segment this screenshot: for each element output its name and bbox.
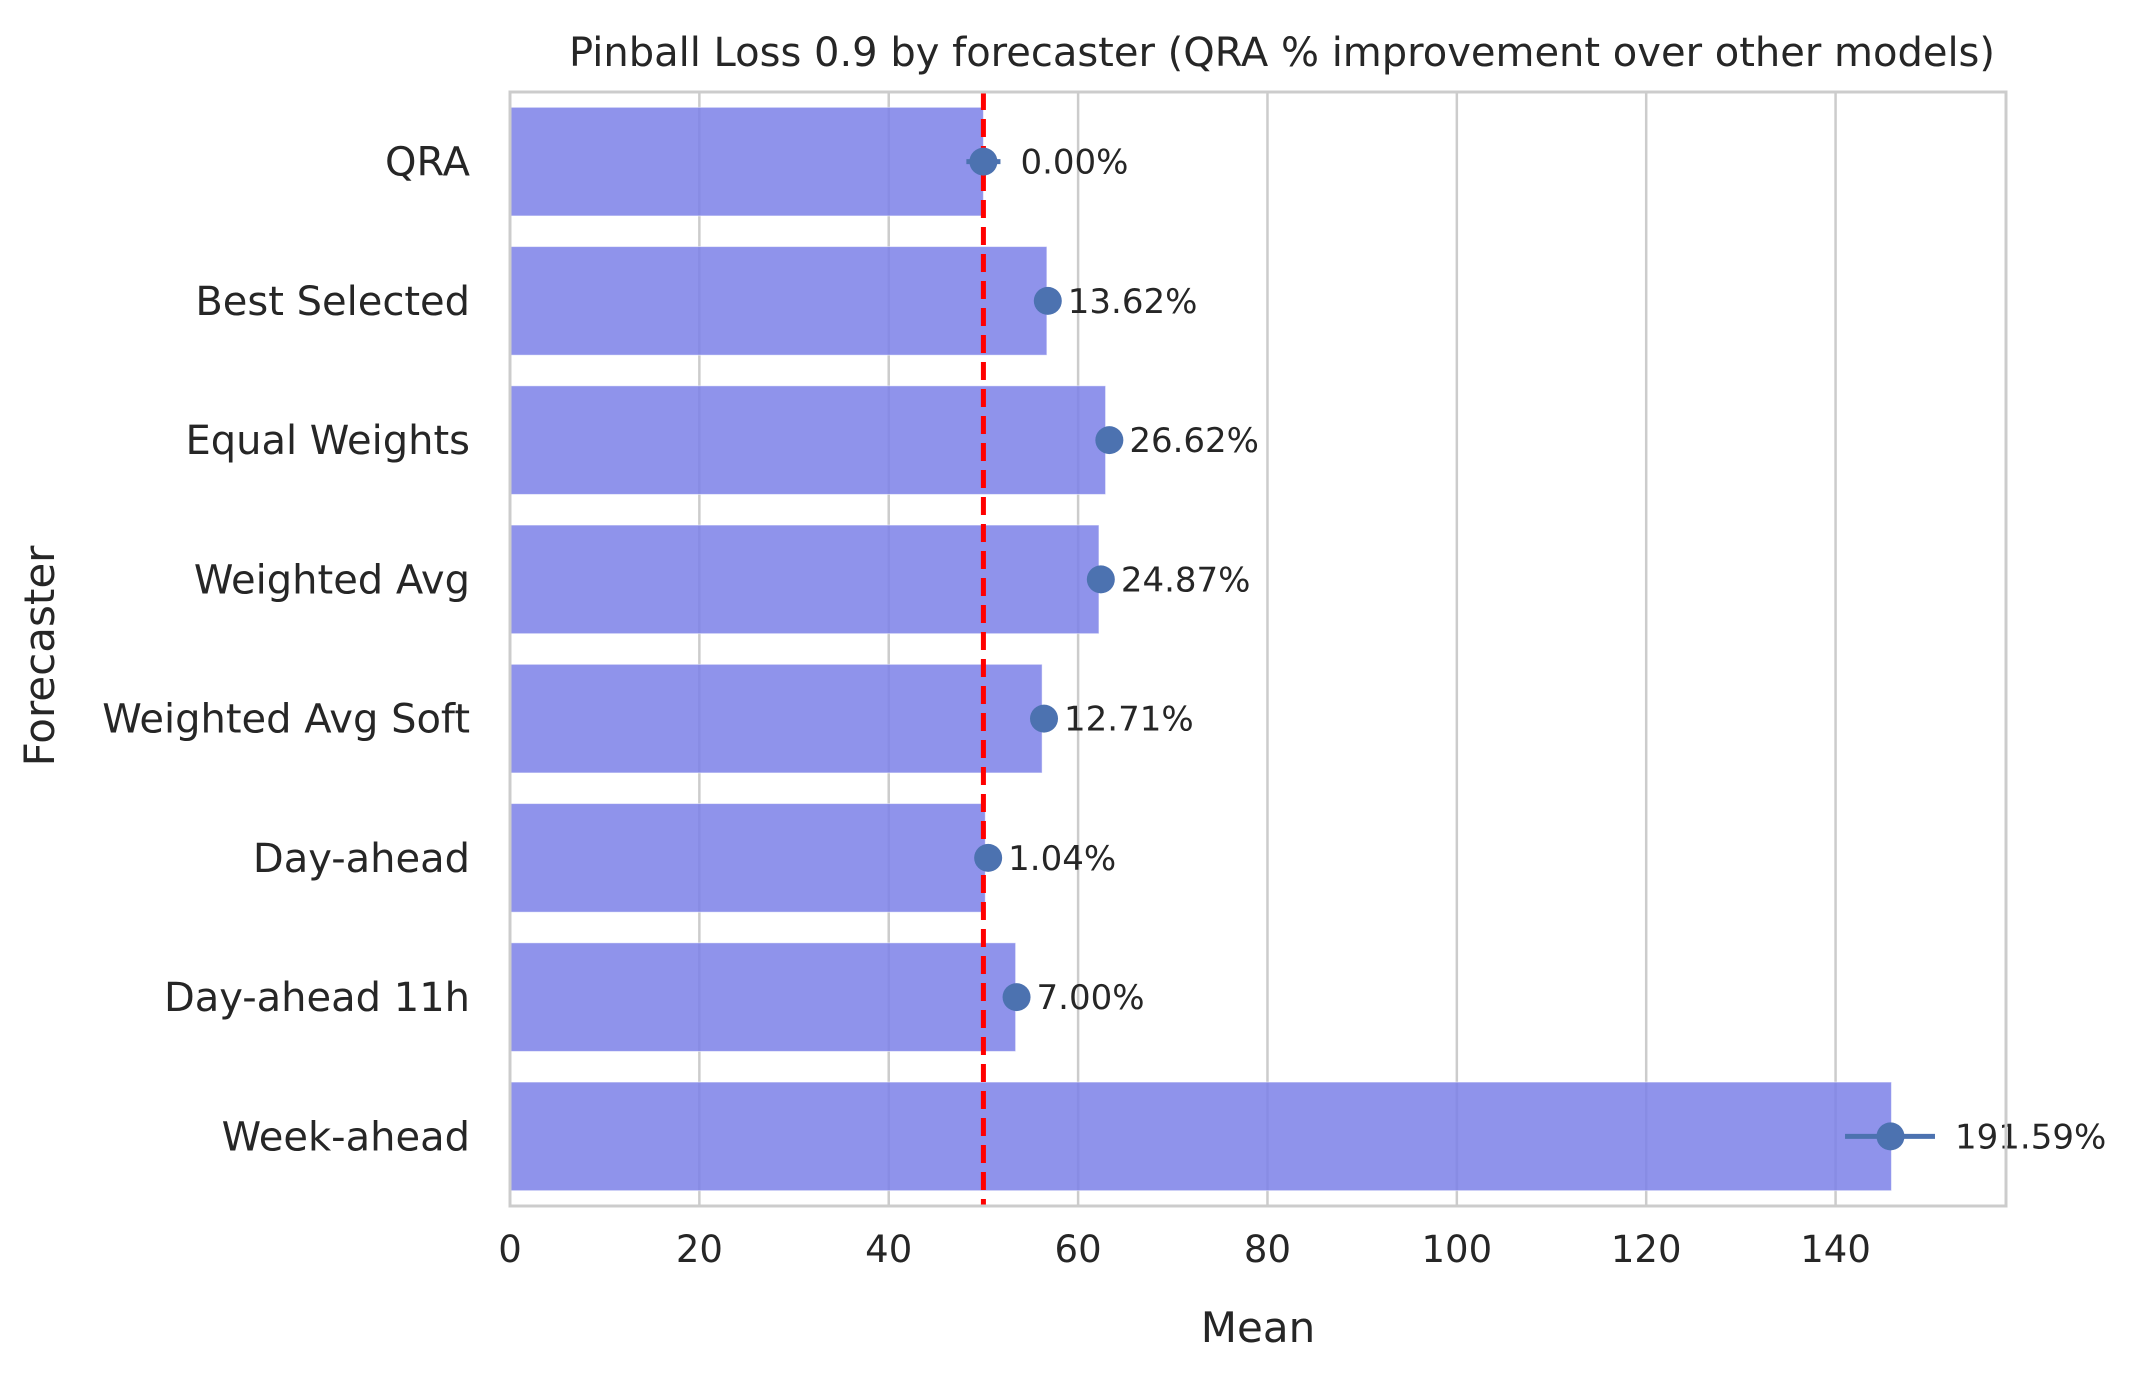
point [1002, 983, 1031, 1012]
point [1033, 286, 1062, 315]
value-label: 1.04% [1008, 839, 1116, 879]
point [1030, 704, 1059, 733]
category-label: Day-ahead [253, 836, 470, 882]
point [1086, 565, 1115, 594]
category-label: Weighted Avg Soft [102, 697, 470, 743]
point [974, 843, 1003, 872]
y-axis-label: Forecaster [15, 545, 64, 767]
value-labels: 0.00% 13.62% 26.62% 24.87% 12.71% 1.04% 7.00% 1… [1008, 143, 2106, 1158]
category-label: Equal Weights [185, 418, 470, 464]
x-tick-label: 100 [1422, 1228, 1493, 1271]
value-label: 13.62% [1068, 282, 1198, 322]
category-label: QRA [385, 140, 471, 186]
x-tick-labels: 0 20 40 60 80 100 120 140 [498, 1228, 1871, 1271]
category-label: Week-ahead [222, 1114, 470, 1160]
x-tick-label: 60 [1055, 1228, 1102, 1271]
x-tick-label: 80 [1244, 1228, 1291, 1271]
chart-title: Pinball Loss 0.9 by forecaster (QRA % im… [569, 30, 1995, 76]
category-labels: QRA Best Selected Equal Weights Weighted Av… [102, 140, 470, 1161]
value-label: 7.00% [1037, 978, 1145, 1018]
x-axis-label: Mean [1201, 1303, 1315, 1352]
category-label: Weighted Avg [194, 557, 470, 603]
bar [509, 385, 1107, 495]
bars [509, 106, 1892, 1192]
x-tick-label: 120 [1611, 1228, 1682, 1271]
point [969, 147, 998, 176]
value-label: 0.00% [1020, 143, 1128, 183]
x-tick-label: 40 [865, 1228, 912, 1271]
x-tick-label: 0 [498, 1228, 522, 1271]
x-tick-label: 140 [1800, 1228, 1871, 1271]
bar [509, 663, 1043, 774]
bar [509, 106, 984, 217]
bar [509, 803, 986, 913]
bar [509, 942, 1017, 1052]
value-label: 191.59% [1955, 1117, 2106, 1157]
bar [509, 524, 1100, 635]
points [966, 147, 1935, 1151]
point [1095, 426, 1124, 455]
plot-frame [508, 90, 2008, 1208]
value-label: 24.87% [1121, 560, 1251, 600]
value-label: 26.62% [1129, 421, 1259, 461]
value-label: 12.71% [1064, 700, 1194, 740]
category-label: Best Selected [195, 279, 470, 325]
category-label: Day-ahead 11h [164, 975, 470, 1021]
x-tick-label: 20 [676, 1228, 723, 1271]
point [1876, 1122, 1905, 1151]
bar [509, 1081, 1892, 1192]
bar [509, 246, 1048, 356]
